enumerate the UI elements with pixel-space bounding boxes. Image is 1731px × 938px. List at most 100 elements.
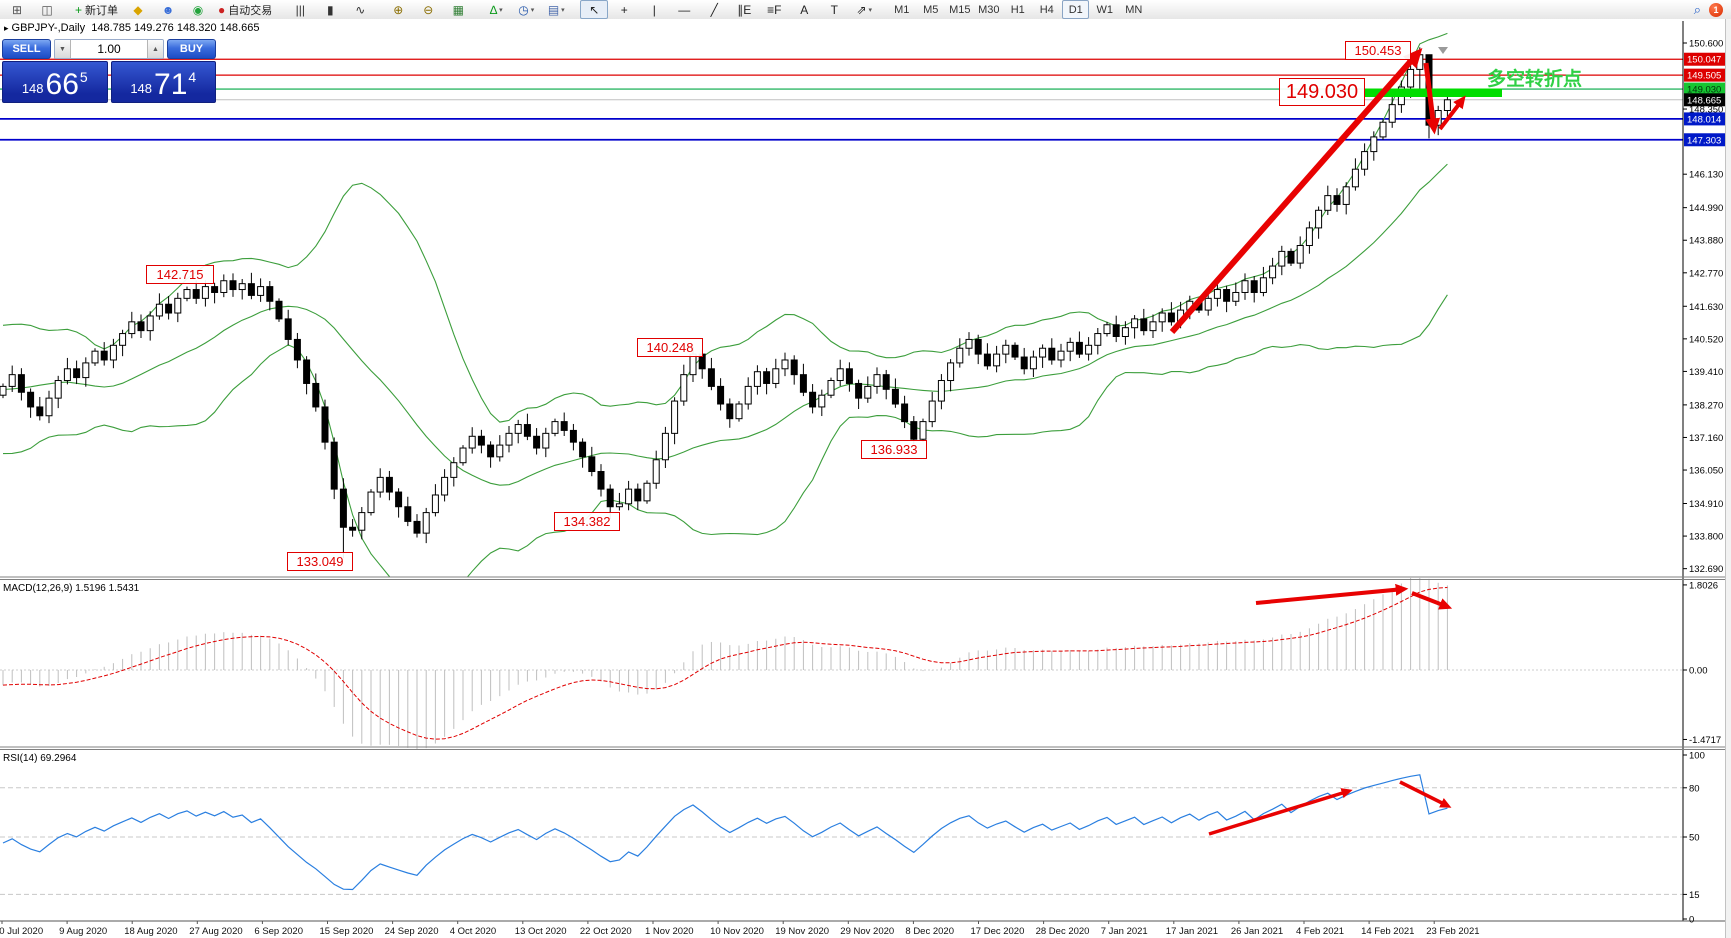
volume-stepper: ▼ 1.00 ▲ [54, 39, 164, 59]
candle [229, 280, 237, 291]
price-level-chip [1684, 82, 1726, 96]
timeframe-button-m1[interactable]: M1 [894, 3, 910, 16]
candle [137, 321, 145, 332]
candle [1140, 318, 1148, 332]
price-level-chip [1684, 93, 1726, 107]
candle [266, 286, 274, 302]
candle [855, 382, 863, 399]
candle [1278, 250, 1286, 267]
fibonacci-tool[interactable]: ≡F [760, 0, 788, 19]
candle [431, 494, 439, 514]
candle [1259, 277, 1267, 293]
candle [1103, 324, 1111, 335]
timeframe-button-m30[interactable]: M30 [978, 3, 1000, 16]
candle [247, 283, 255, 296]
volume-value[interactable]: 1.00 [97, 42, 121, 56]
candle [615, 503, 623, 508]
text-tool-glyph: A [800, 2, 809, 17]
window-icon[interactable]: ⊞ [3, 0, 31, 19]
search-icon[interactable]: ⌕ [1693, 2, 1701, 17]
signal-icon[interactable]: ◉ [184, 0, 212, 19]
candle [1296, 245, 1304, 264]
candle [358, 512, 366, 531]
data-window-icon-glyph: ◫ [41, 2, 53, 17]
trend-arrow [1255, 583, 1409, 605]
periods-dropdown[interactable]: ◷ ▾ [512, 0, 540, 19]
candle [395, 491, 403, 508]
candle [1305, 227, 1313, 247]
candle [1361, 151, 1369, 170]
candle [0, 385, 7, 396]
data-window-icon[interactable]: ◫ [33, 0, 61, 19]
candle [1112, 324, 1120, 338]
timeframe-button-d1[interactable]: D1 [1062, 0, 1090, 19]
trendline-tool[interactable]: ╱ [700, 0, 728, 19]
volume-up-button[interactable]: ▲ [147, 40, 163, 58]
candle [119, 333, 127, 346]
candle [818, 394, 826, 408]
notification-badge[interactable]: 1 [1709, 2, 1723, 17]
date-tick: 4 Oct 2020 [450, 926, 496, 937]
timeframe-button-m15[interactable]: M15 [949, 3, 971, 16]
zoom-in-icon[interactable]: ⊕ [384, 0, 412, 19]
candle [947, 362, 955, 382]
price-tick: 148.350 [1689, 105, 1723, 116]
candle [781, 359, 789, 370]
symbol-name: GBPJPY-,Daily [11, 22, 86, 34]
text-tool[interactable]: A [790, 0, 818, 19]
candle [1121, 327, 1129, 338]
price-level-chip [1684, 68, 1726, 82]
candlestick-chart-icon[interactable]: ▮ [316, 0, 344, 19]
zoom-in-icon-glyph: ⊕ [393, 2, 404, 17]
new-order-button[interactable]: + 新订单 [71, 0, 122, 19]
volume-down-button[interactable]: ▼ [55, 40, 71, 58]
profile-icon[interactable]: ☻ [154, 0, 182, 19]
timeframe-button-mn[interactable]: MN [1125, 3, 1143, 16]
candle [597, 471, 605, 490]
crosshair-tool-glyph: + [620, 2, 628, 17]
bid-price[interactable]: 148 66 5 [2, 61, 108, 103]
crosshair-tool[interactable]: + [610, 0, 638, 19]
timeframe-button-w1[interactable]: W1 [1096, 3, 1114, 16]
bar-chart-icon[interactable]: ||| [286, 0, 314, 19]
candle [698, 353, 706, 370]
auto-trading-button[interactable]: ● 自动交易 [214, 0, 276, 19]
tile-windows-icon[interactable]: ▦ [444, 0, 472, 19]
support-band [1365, 88, 1502, 97]
candle [523, 424, 531, 437]
timeframe-button-h1[interactable]: H1 [1010, 3, 1025, 16]
cursor-tool[interactable]: ↖ [580, 0, 609, 19]
templates-dropdown[interactable]: ▤ ▾ [542, 0, 570, 19]
candle [606, 488, 614, 508]
candle [146, 315, 154, 332]
candle [1370, 136, 1378, 153]
sell-button[interactable]: SELL [2, 39, 51, 59]
trend-arrow [1399, 780, 1452, 808]
channel-tool[interactable]: ∥E [730, 0, 758, 19]
date-tick: 15 Sep 2020 [320, 926, 374, 937]
chart-scrollbar[interactable] [1725, 19, 1731, 938]
buy-button[interactable]: BUY [167, 39, 216, 59]
ask-price[interactable]: 148 71 4 [110, 61, 216, 103]
candle [1149, 321, 1157, 332]
shapes-dropdown[interactable]: ⇗ ▾ [850, 0, 878, 19]
price-tick: 138.270 [1689, 400, 1723, 411]
candle [965, 338, 973, 349]
indicators-dropdown[interactable]: ∆ ▾ [482, 0, 510, 19]
candle [505, 432, 513, 446]
metaeditor-icon[interactable]: ◆ [124, 0, 152, 19]
candle [763, 371, 771, 384]
line-chart-icon-glyph: ∿ [355, 2, 366, 17]
horizontal-line-tool[interactable]: — [670, 0, 698, 19]
price-level-chip [1684, 133, 1726, 147]
line-chart-icon[interactable]: ∿ [346, 0, 374, 19]
price-level-chip-text: 149.505 [1687, 71, 1721, 82]
timeframe-button-h4[interactable]: H4 [1039, 3, 1054, 16]
candle [1158, 312, 1166, 323]
symbol-info: ▸ GBPJPY-,Daily 148.785 149.276 148.320 1… [4, 22, 259, 34]
candle [671, 400, 679, 434]
text-label-tool[interactable]: T [820, 0, 848, 19]
vertical-line-tool[interactable]: | [640, 0, 668, 19]
timeframe-button-m5[interactable]: M5 [923, 3, 939, 16]
zoom-out-icon[interactable]: ⊖ [414, 0, 442, 19]
